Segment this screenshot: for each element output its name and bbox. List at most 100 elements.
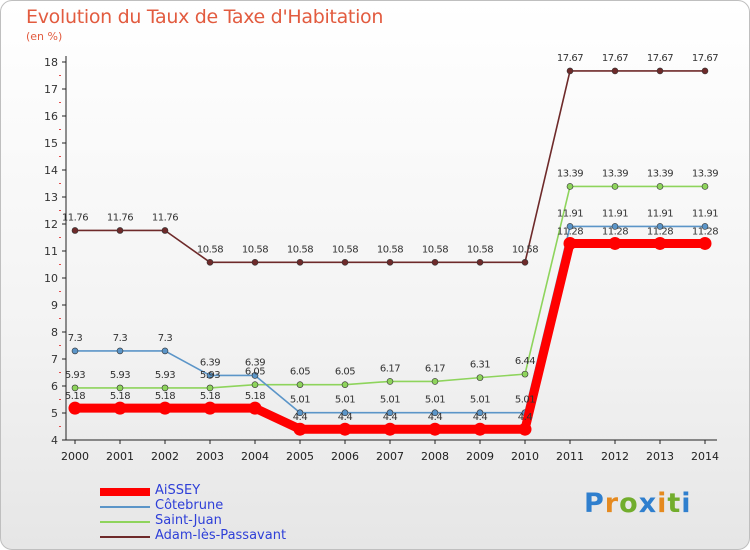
y-tick-label: 11 [44,245,58,258]
data-label: 6.39 [245,357,265,368]
legend-swatch [100,521,150,523]
data-label: 11.76 [62,212,88,223]
x-tick-label: 2013 [646,450,674,463]
data-label: 11.28 [692,226,718,237]
data-point [701,67,709,75]
data-label: 10.58 [512,244,538,255]
x-tick-label: 2001 [106,450,134,463]
logo-letter: r [604,488,620,519]
data-point [248,401,262,415]
data-label: 4.4 [338,412,353,423]
data-point [386,259,394,266]
logo-letter: i [657,488,668,519]
data-point [251,259,259,266]
y-tick-label: 15 [44,137,58,150]
data-point [341,381,349,388]
data-point [206,259,214,266]
data-point [611,183,619,190]
data-label: 11.28 [557,226,583,237]
data-point [566,67,574,75]
data-label: 4.4 [428,412,443,423]
data-point [656,67,664,75]
data-label: 4.4 [293,412,308,423]
data-label: 5.01 [335,395,355,406]
data-label: 7.3 [68,333,83,344]
data-point [116,384,124,392]
data-label: 10.58 [467,244,493,255]
data-point [566,183,574,190]
data-label: 11.91 [647,208,673,219]
data-label: 17.67 [557,53,583,64]
data-label: 6.44 [515,356,535,367]
data-label: 10.58 [197,244,223,255]
y-tick-label: 12 [44,218,58,231]
legend-label: Adam-lès-Passavant [155,528,287,543]
data-point [476,259,484,266]
x-tick-label: 2008 [421,450,449,463]
y-tick-label: 10 [44,272,58,285]
data-point [431,409,439,417]
x-tick-label: 2014 [691,450,719,463]
x-tick-label: 2002 [151,450,179,463]
data-label: 5.01 [290,395,310,406]
y-tick-label: 5 [51,407,58,420]
y-tick-label: 9 [51,299,58,312]
data-point [476,374,484,381]
data-label: 10.58 [242,244,268,255]
data-label: 6.05 [290,367,310,378]
y-tick-label: 17 [44,83,58,96]
data-label: 6.05 [335,367,355,378]
data-point [203,401,217,415]
data-point [71,384,79,392]
data-point [701,223,709,230]
data-label: 6.31 [470,360,490,371]
data-point [566,223,574,230]
y-tick-label: 6 [51,380,58,393]
chart-title: Evolution du Taux de Taxe d'Habitation [26,6,384,28]
data-point [68,401,82,415]
x-tick-label: 2012 [601,450,629,463]
x-tick-label: 2003 [196,450,224,463]
legend-label: Saint-Juan [155,513,222,528]
data-label: 10.58 [377,244,403,255]
data-point [251,372,259,379]
data-label: 6.17 [380,363,400,374]
legend-label: AiSSEY [155,483,201,498]
y-tick-label: 14 [44,164,58,177]
data-label: 10.58 [332,244,358,255]
data-label: 11.28 [647,226,673,237]
data-point [431,378,439,385]
data-point [161,227,169,234]
data-point [161,347,169,355]
data-label: 5.93 [110,370,130,381]
data-point [116,347,124,355]
data-point [698,236,712,250]
x-tick-label: 2010 [511,450,539,463]
data-label: 13.39 [647,168,673,179]
chart-unit: (en %) [26,30,63,43]
legend-swatch [100,536,150,538]
data-label: 5.18 [65,391,85,402]
data-label: 4.4 [383,412,398,423]
data-label: 5.93 [200,370,220,381]
logo-letter: x [638,488,658,519]
y-tick-label: 18 [44,56,58,69]
y-tick-label: 8 [51,326,58,339]
data-label: 13.39 [692,168,718,179]
data-point [158,401,172,415]
data-point [113,401,127,415]
data-label: 17.67 [647,53,673,64]
data-point [563,236,577,250]
data-label: 4.4 [473,412,488,423]
logo-letter: i [681,488,692,519]
y-tick-label: 13 [44,191,58,204]
data-point [701,183,709,190]
data-label: 5.18 [245,391,265,402]
data-point [473,422,487,436]
data-label: 5.18 [200,391,220,402]
legend-label: Côtebrune [155,498,224,513]
data-label: 5.01 [470,395,490,406]
data-label: 11.28 [602,226,628,237]
data-point [296,409,304,417]
